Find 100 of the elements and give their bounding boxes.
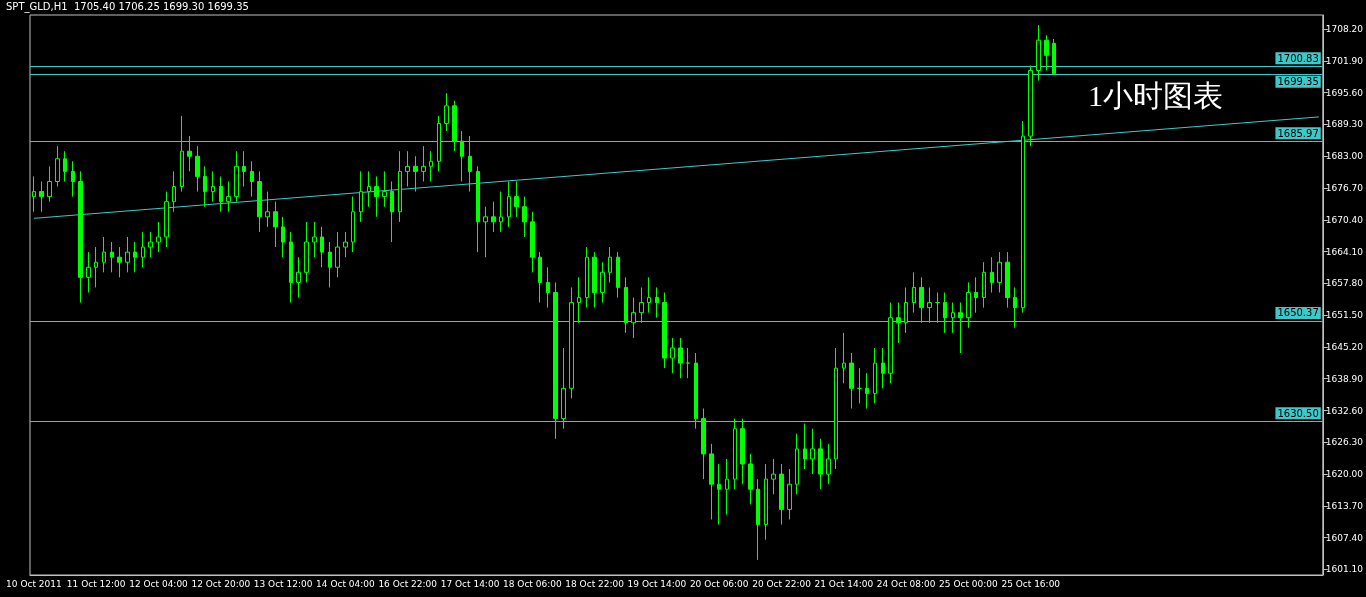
x-tick-label: 17 Oct 14:00 bbox=[440, 578, 500, 589]
x-tick-label: 20 Oct 22:00 bbox=[752, 578, 812, 589]
candlestick bbox=[670, 337, 675, 374]
ref-line-label: 1630.50 bbox=[1277, 407, 1319, 419]
candlestick bbox=[810, 428, 815, 475]
candlestick bbox=[600, 261, 605, 304]
y-tick-label: 1689.30 bbox=[1325, 119, 1364, 130]
candlestick bbox=[678, 337, 683, 379]
candlestick bbox=[686, 347, 690, 379]
x-tick-label: 25 Oct 16:00 bbox=[1001, 578, 1061, 589]
x-tick-label: 10 Oct 2011 bbox=[6, 578, 62, 589]
candlestick bbox=[577, 276, 581, 324]
candlestick bbox=[452, 100, 457, 152]
candlestick bbox=[912, 271, 916, 314]
y-tick-label: 1676.70 bbox=[1325, 183, 1364, 194]
y-tick-label: 1670.40 bbox=[1325, 214, 1364, 225]
candlestick bbox=[881, 347, 885, 389]
candlestick bbox=[203, 165, 207, 208]
candlestick bbox=[1028, 64, 1033, 147]
candlestick bbox=[764, 463, 768, 541]
candlestick bbox=[514, 180, 519, 218]
ref-line-label: 1700.83 bbox=[1277, 52, 1319, 64]
candlestick bbox=[219, 175, 223, 213]
candlestick bbox=[857, 367, 862, 404]
candlestick bbox=[343, 231, 348, 258]
x-tick-label: 11 Oct 12:00 bbox=[66, 578, 126, 589]
candlestick bbox=[429, 150, 433, 182]
y-tick-label: 1683.00 bbox=[1325, 151, 1364, 162]
candlestick bbox=[491, 201, 496, 233]
candlestick bbox=[873, 347, 877, 404]
candlestick bbox=[966, 281, 971, 329]
candlestick bbox=[803, 423, 807, 470]
y-tick-label: 1620.00 bbox=[1325, 469, 1364, 480]
candlestick bbox=[507, 180, 511, 228]
y-tick-label: 1701.90 bbox=[1325, 55, 1364, 66]
x-tick-label: 20 Oct 06:00 bbox=[689, 578, 749, 589]
candlestick bbox=[624, 276, 628, 334]
y-tick-label: 1632.60 bbox=[1325, 405, 1364, 416]
candlestick bbox=[701, 408, 706, 480]
candlestick bbox=[561, 347, 566, 430]
candlestick bbox=[787, 468, 792, 520]
y-tick-label: 1638.90 bbox=[1325, 373, 1364, 384]
y-tick-label: 1708.20 bbox=[1325, 24, 1364, 35]
y-tick-label: 1664.10 bbox=[1325, 246, 1364, 257]
candlestick bbox=[382, 170, 387, 208]
candlestick bbox=[468, 135, 472, 193]
candlestick bbox=[102, 236, 106, 273]
x-tick-label: 14 Oct 04:00 bbox=[316, 578, 376, 589]
candlestick bbox=[616, 251, 620, 299]
y-tick-label: 1601.10 bbox=[1325, 564, 1364, 575]
candlestick bbox=[592, 251, 597, 309]
candlestick bbox=[133, 241, 137, 273]
candlestick bbox=[530, 211, 535, 273]
candlestick bbox=[32, 175, 36, 213]
candlestick bbox=[110, 241, 114, 273]
ref-line-label: 1685.97 bbox=[1277, 127, 1319, 139]
candlestick bbox=[335, 231, 340, 278]
x-tick-label: 24 Oct 08:00 bbox=[876, 578, 936, 589]
candlestick bbox=[1013, 286, 1017, 329]
candlestick bbox=[164, 191, 169, 248]
candlestick bbox=[94, 246, 98, 288]
candlestick bbox=[818, 438, 823, 490]
candlestick bbox=[226, 180, 231, 213]
candlestick bbox=[896, 302, 901, 344]
candlestick bbox=[553, 281, 558, 440]
candlestick bbox=[569, 286, 574, 399]
candlestick bbox=[756, 478, 760, 561]
y-tick-label: 1651.50 bbox=[1325, 310, 1364, 321]
candlestick bbox=[398, 150, 402, 223]
candlestick bbox=[1044, 34, 1049, 71]
candlestick bbox=[281, 216, 285, 258]
candlestick bbox=[834, 347, 838, 470]
candlestick bbox=[842, 332, 846, 384]
candlestick bbox=[117, 246, 122, 278]
candlestick bbox=[374, 175, 379, 218]
candlestick bbox=[585, 246, 589, 309]
candlestick bbox=[55, 145, 60, 188]
candlestick bbox=[390, 180, 394, 243]
annotation: 1小时图表 bbox=[1088, 78, 1223, 114]
candlestick bbox=[733, 418, 737, 490]
candlestick bbox=[631, 297, 636, 339]
candlestick bbox=[242, 150, 246, 188]
candlestick bbox=[296, 256, 301, 299]
candlestick bbox=[47, 165, 52, 203]
candlestick bbox=[935, 291, 940, 324]
candlestick bbox=[740, 418, 745, 485]
candlestick bbox=[888, 302, 893, 384]
candlestick bbox=[1036, 24, 1041, 82]
candlestick bbox=[39, 180, 44, 213]
candlestick bbox=[919, 276, 924, 324]
candlestick bbox=[195, 145, 200, 193]
candlestick bbox=[717, 463, 721, 526]
x-tick-label: 21 Oct 14:00 bbox=[814, 578, 874, 589]
x-tick-label: 25 Oct 00:00 bbox=[939, 578, 999, 589]
candlestick bbox=[421, 145, 426, 182]
x-tick-label: 18 Oct 22:00 bbox=[565, 578, 625, 589]
candlestick bbox=[86, 251, 91, 293]
candlestick bbox=[655, 286, 659, 319]
candlestick bbox=[437, 115, 441, 172]
candlestick bbox=[367, 170, 371, 208]
